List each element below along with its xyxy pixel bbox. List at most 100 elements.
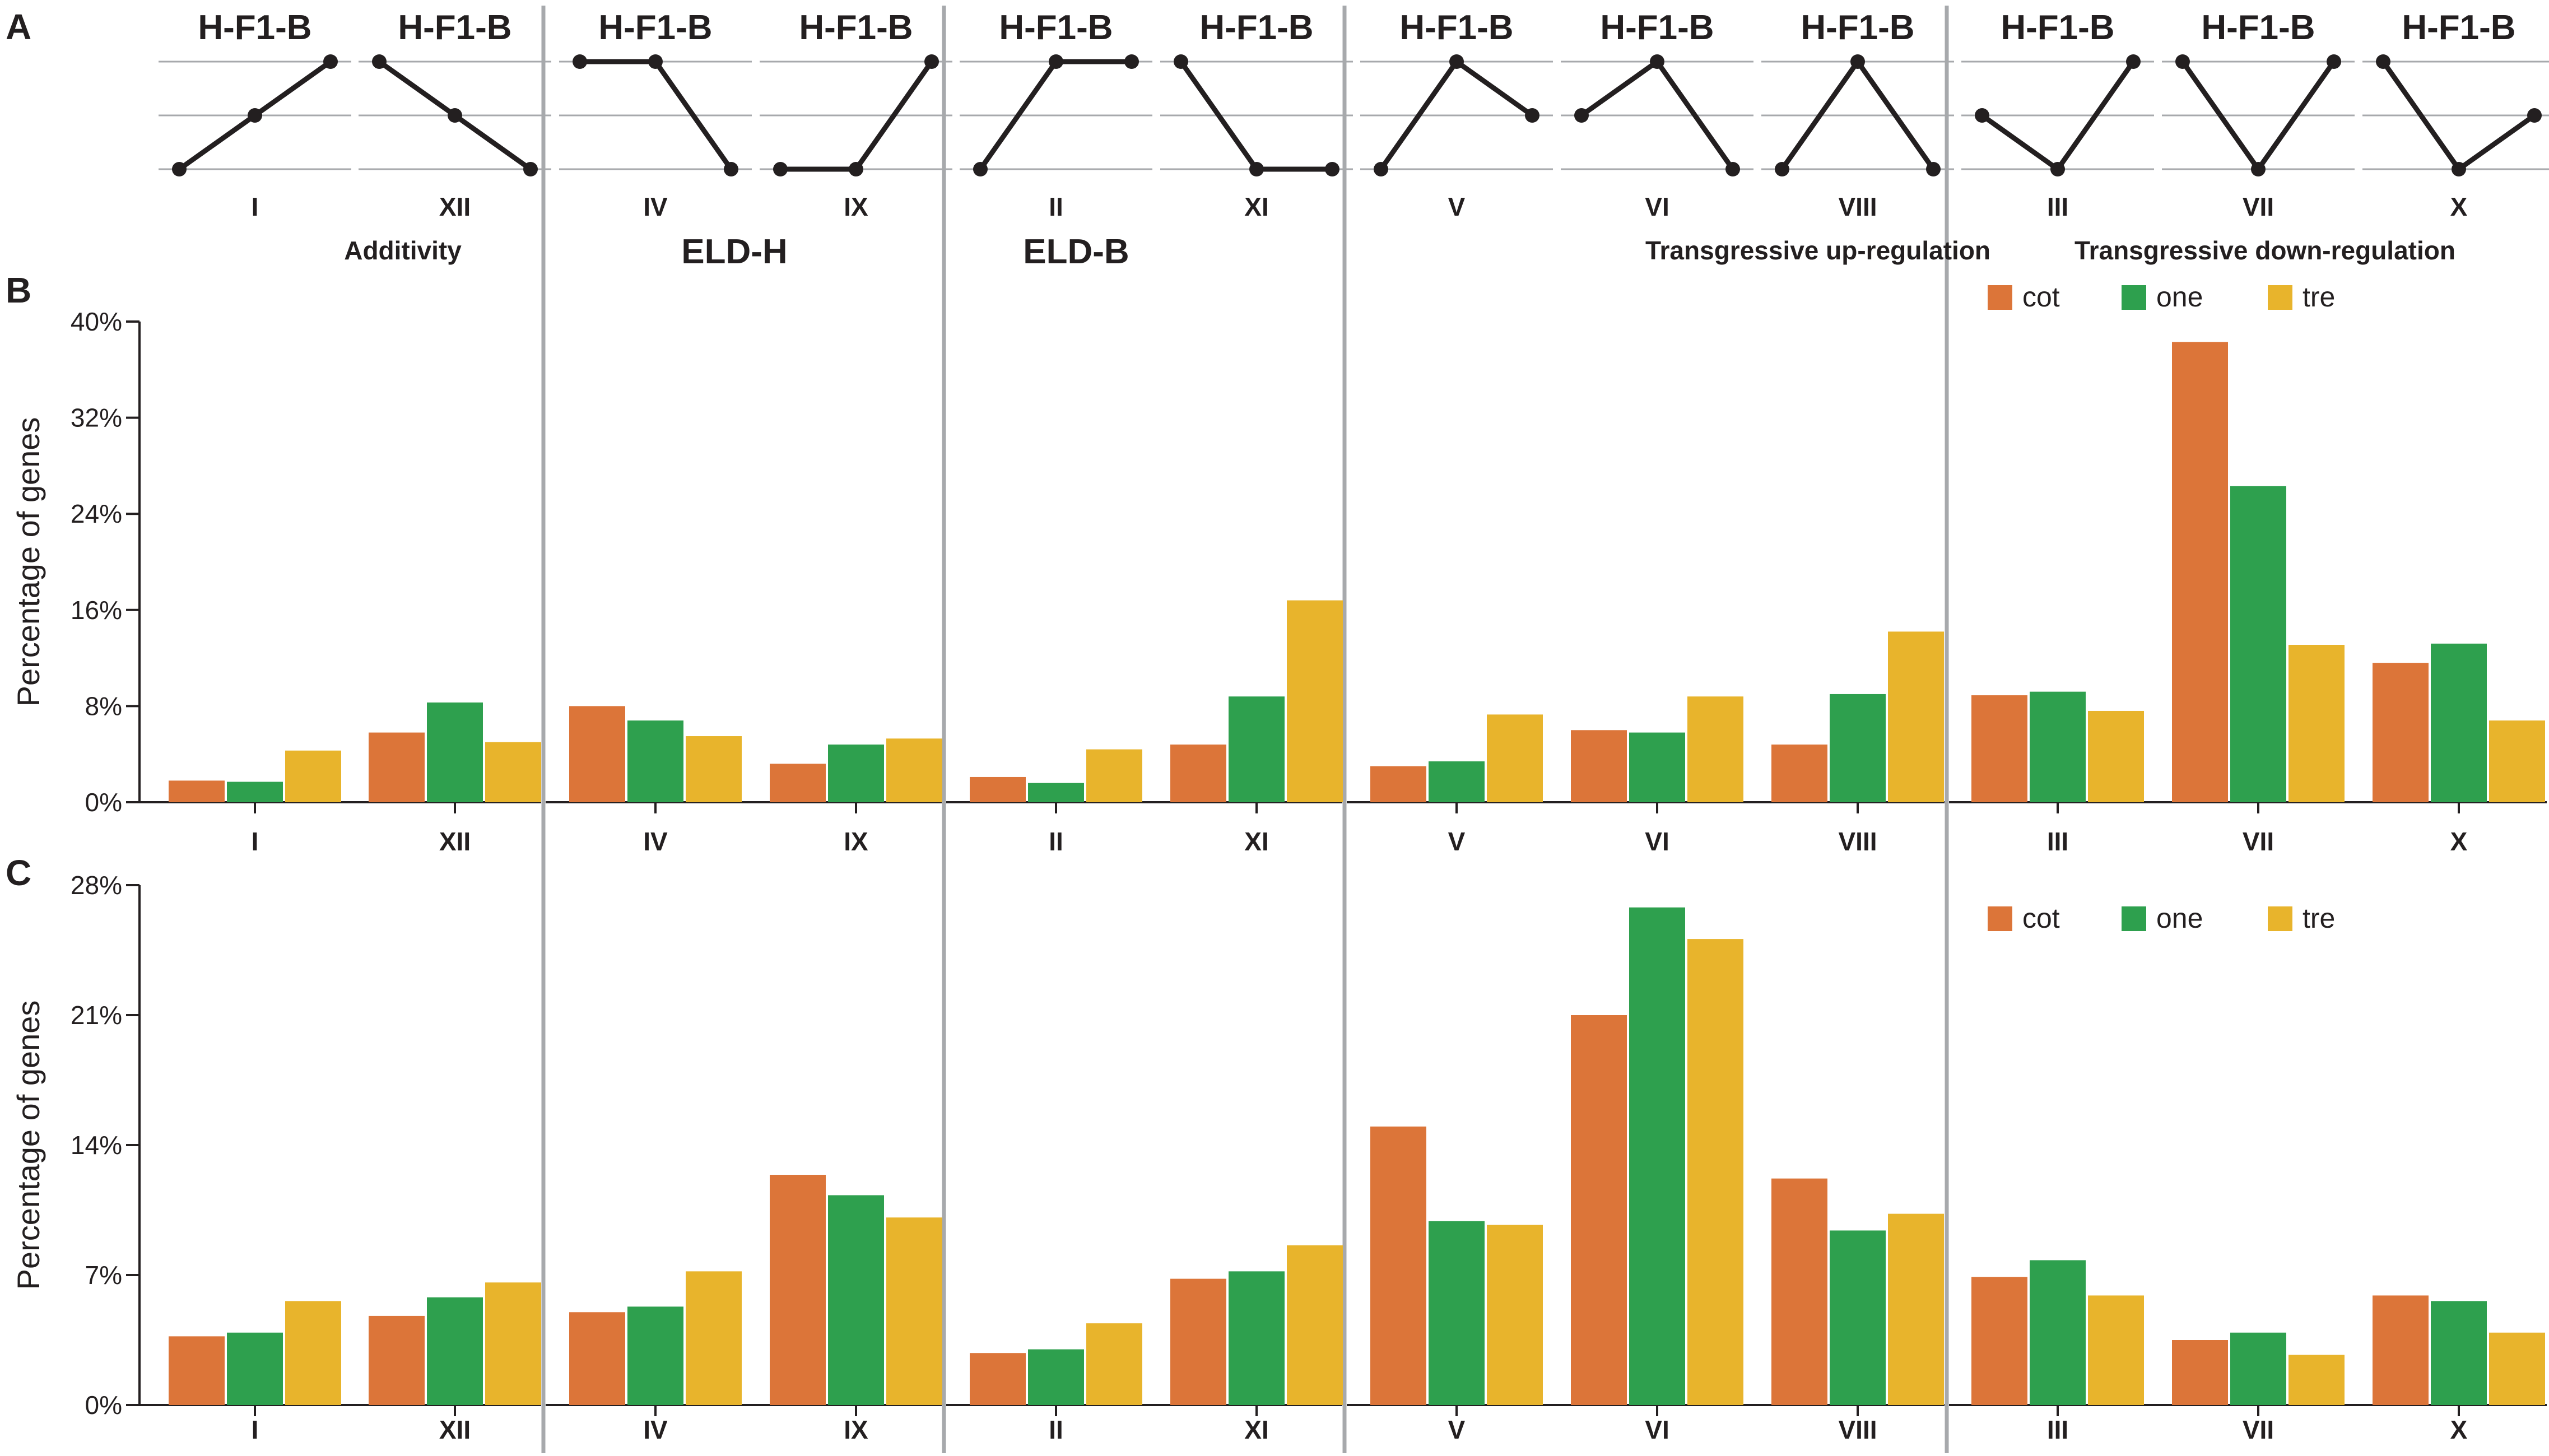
pattern-dot-v-b — [1525, 108, 1539, 123]
pattern-header-iv: H-F1-B — [598, 8, 712, 47]
pattern-dot-x-b — [2527, 108, 2542, 123]
panel-c-legend-swatch-cot — [1988, 906, 2012, 931]
panel-b-category-iii: III — [2047, 827, 2068, 856]
panel-c-category-iii: III — [2047, 1415, 2068, 1444]
pattern-dot-viii-b — [1926, 162, 1941, 176]
panel-b-bar-tre-xi — [1287, 600, 1343, 802]
group-label-eld-b: ELD-B — [1023, 232, 1129, 271]
panel-c-ytick-label-3: 21% — [71, 1001, 122, 1030]
pattern-dot-xi-f1 — [1249, 162, 1264, 176]
panel-c-bar-one-iii — [2030, 1260, 2086, 1405]
panel-b-bar-tre-x — [2489, 720, 2545, 802]
panel-c-category-iv: IV — [643, 1415, 668, 1444]
panel-b-bar-one-viii — [1830, 694, 1886, 802]
pattern-header-ii: H-F1-B — [999, 8, 1113, 47]
panel-letter-a: A — [6, 7, 31, 47]
panel-c-bar-cot-i — [169, 1336, 225, 1405]
panel-b-bar-cot-vi — [1571, 730, 1627, 802]
pattern-roman-v: V — [1448, 192, 1466, 221]
panel-b-category-vii: VII — [2243, 827, 2274, 856]
pattern-dot-ix-h — [773, 162, 788, 176]
panel-b-legend-swatch-one — [2122, 285, 2146, 310]
panel-b-ylabel: Percentage of genes — [11, 417, 46, 707]
panel-b-bar-one-iii — [2030, 691, 2086, 802]
panel-b-bar-cot-vii — [2172, 342, 2228, 802]
panel-b-category-i: I — [252, 827, 259, 856]
panel-b-bar-one-v — [1429, 761, 1485, 802]
panel-b-category-ii: II — [1049, 827, 1063, 856]
pattern-dot-ix-f1 — [849, 162, 863, 176]
pattern-dot-xii-h — [372, 54, 387, 69]
pattern-header-viii: H-F1-B — [1801, 8, 1914, 47]
panel-c-bar-one-v — [1429, 1221, 1485, 1405]
panel-b-category-viii: VIII — [1838, 827, 1877, 856]
panel-c-category-viii: VIII — [1838, 1415, 1877, 1444]
panel-c-ytick-label-0: 0% — [85, 1390, 122, 1420]
pattern-roman-i: I — [252, 192, 259, 221]
pattern-header-x: H-F1-B — [2402, 8, 2515, 47]
panel-c-bar-cot-x — [2373, 1295, 2429, 1405]
pattern-dot-ii-f1 — [1049, 54, 1063, 69]
panel-letter-b: B — [6, 270, 31, 310]
panel-b-category-ix: IX — [844, 827, 868, 856]
panel-b-bar-tre-v — [1487, 714, 1543, 802]
panel-c-bar-tre-ix — [886, 1217, 942, 1405]
pattern-dot-ii-b — [1124, 54, 1139, 69]
panel-c-bar-one-xii — [427, 1297, 483, 1405]
panel-b-ytick-label-0: 0% — [85, 788, 122, 817]
pattern-dot-v-f1 — [1449, 54, 1464, 69]
pattern-roman-x: X — [2450, 192, 2468, 221]
panel-c-bar-cot-viii — [1771, 1178, 1827, 1405]
panel-c-bar-tre-iii — [2088, 1295, 2144, 1405]
pattern-roman-iv: IV — [643, 192, 668, 221]
panel-b-bar-cot-i — [169, 780, 225, 802]
panel-b-bar-one-vii — [2230, 486, 2286, 802]
panel-b-legend-label-cot: cot — [2022, 281, 2060, 313]
panel-c-category-v: V — [1448, 1415, 1466, 1444]
layer-text: ABCH-F1-BIH-F1-BXIIH-F1-BIVH-F1-BIXH-F1-… — [6, 7, 2516, 1444]
panel-c-bar-one-ix — [828, 1195, 884, 1405]
pattern-roman-ii: II — [1049, 192, 1063, 221]
group-label-transgressive-up-regulation: Transgressive up-regulation — [1645, 236, 1990, 265]
panel-b-bar-one-ix — [828, 745, 884, 802]
pattern-roman-xi: XI — [1244, 192, 1268, 221]
panel-b-bar-one-x — [2431, 643, 2487, 802]
group-label-additivity: Additivity — [344, 236, 462, 265]
pattern-header-iii: H-F1-B — [2001, 8, 2114, 47]
panel-b-ytick-label-2: 16% — [71, 596, 122, 625]
panel-b-bar-one-i — [227, 782, 283, 802]
pattern-dot-xii-f1 — [448, 108, 462, 123]
layer-bars — [169, 54, 2545, 1405]
pattern-header-vi: H-F1-B — [1600, 8, 1714, 47]
panel-b-bar-tre-iii — [2088, 710, 2144, 802]
panel-c-bar-one-viii — [1830, 1230, 1886, 1405]
panel-b-bar-cot-ix — [770, 764, 826, 802]
pattern-dot-iv-f1 — [648, 54, 663, 69]
panel-c-category-i: I — [252, 1415, 259, 1444]
panel-b-bar-tre-vii — [2288, 645, 2345, 802]
pattern-dot-x-h — [2376, 54, 2390, 69]
panel-c-legend-swatch-tre — [2268, 906, 2292, 931]
panel-c-legend-label-tre: tre — [2303, 903, 2335, 934]
pattern-dot-xi-h — [1174, 54, 1188, 69]
panel-b-bar-one-vi — [1629, 732, 1685, 802]
panel-b-ytick-label-4: 32% — [71, 403, 122, 432]
panel-c-bar-one-ii — [1028, 1349, 1084, 1405]
pattern-header-i: H-F1-B — [198, 8, 311, 47]
panel-b-bar-one-xii — [427, 702, 483, 802]
pattern-dot-ii-h — [973, 162, 988, 176]
pattern-header-ix: H-F1-B — [799, 8, 913, 47]
pattern-dot-v-h — [1374, 162, 1388, 176]
pattern-dot-vii-b — [2327, 54, 2341, 69]
pattern-dot-viii-h — [1775, 162, 1789, 176]
panel-c-bar-tre-xii — [485, 1282, 541, 1405]
panel-c-bar-cot-iii — [1971, 1277, 2027, 1405]
group-label-eld-h: ELD-H — [681, 232, 787, 271]
panel-b-bar-cot-viii — [1771, 745, 1827, 802]
panel-b-bar-cot-xii — [369, 732, 425, 802]
panel-b-ytick-label-5: 40% — [71, 307, 122, 336]
panel-c-legend-label-one: one — [2156, 903, 2203, 934]
panel-c-ytick-label-4: 28% — [71, 871, 122, 900]
panel-b-bar-tre-i — [285, 750, 341, 802]
panel-c-ytick-label-1: 7% — [85, 1260, 122, 1290]
